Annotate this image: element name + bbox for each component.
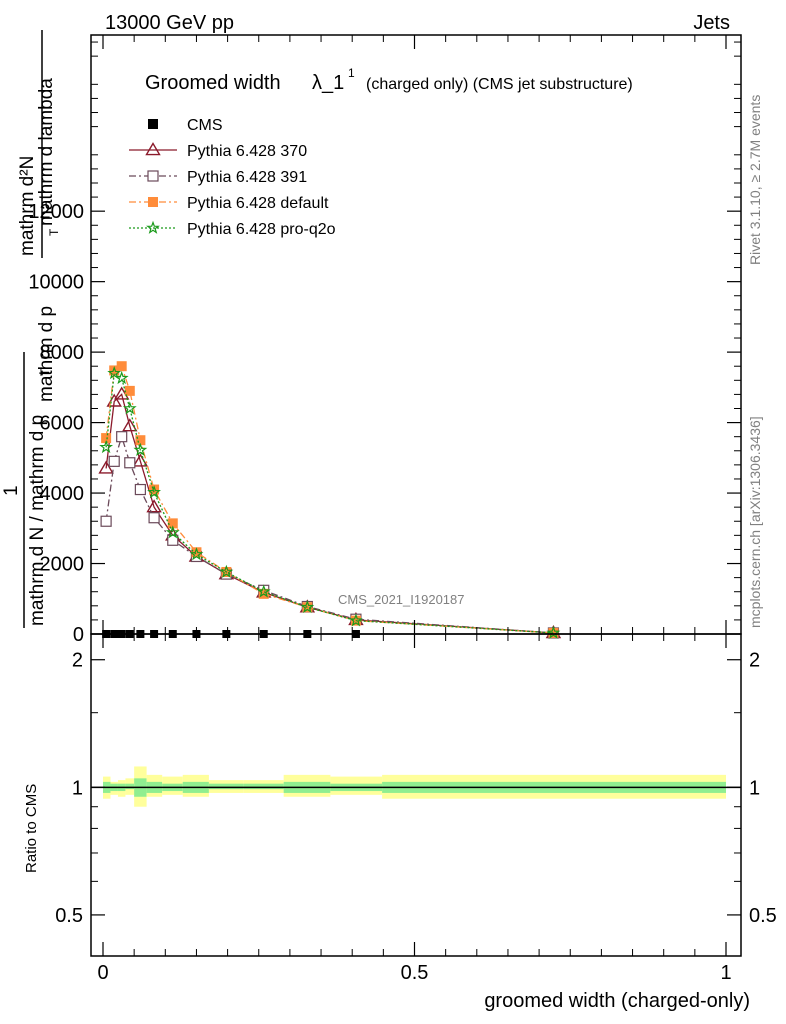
data-point — [99, 439, 114, 454]
ratio-tick-label-right: 0.5 — [749, 905, 777, 927]
ratio-band-inner — [243, 783, 284, 790]
data-point — [124, 385, 135, 396]
series-line — [105, 393, 554, 634]
data-point — [148, 512, 160, 524]
legend-item-2: Pythia 6.428 391 — [129, 169, 307, 186]
legend-marker — [148, 197, 158, 207]
data-point — [101, 433, 112, 444]
legend-label: Pythia 6.428 391 — [187, 169, 307, 186]
y-tick-label: 2000 — [40, 554, 85, 576]
legend-label: Pythia 6.428 370 — [187, 143, 307, 160]
ylabel-norm-numerator: 1 — [1, 485, 22, 496]
legend-marker — [148, 119, 158, 129]
ratio-plot-frame — [90, 633, 742, 957]
data-point — [134, 483, 146, 496]
plot-title-superscript: 1 — [348, 66, 355, 80]
legend-item-3: Pythia 6.428 default — [129, 195, 329, 212]
data-point — [546, 625, 561, 639]
normalization-y-axis-label: 1 mathrm d N / mathrm d p T — [1, 352, 52, 628]
ylabel-main-denominator: mathrm d p — [36, 306, 57, 402]
ylabel-main-denominator-rest: mathrm d lambda — [36, 78, 57, 226]
data-point — [116, 431, 128, 443]
data-point — [107, 365, 122, 380]
legend-marker — [145, 142, 161, 156]
legend-item-1: Pythia 6.428 370 — [129, 142, 307, 160]
data-point — [219, 564, 234, 578]
data-point — [98, 460, 114, 474]
data-point — [149, 484, 160, 495]
legend-label: CMS — [187, 117, 223, 134]
series-4 — [99, 365, 561, 639]
data-point — [114, 370, 129, 385]
data-point — [100, 515, 112, 527]
ratio-uncertainty-bands — [91, 766, 741, 807]
y-tick-label: 4000 — [40, 483, 85, 505]
data-point — [300, 599, 315, 614]
y-tick-label: 10000 — [28, 272, 84, 294]
legend-label: Pythia 6.428 default — [187, 195, 329, 212]
data-point — [147, 485, 162, 499]
ylabel-norm-denominator: mathrm d N / mathrm d p — [27, 415, 48, 626]
x-axis-label: groomed width (charged-only) — [484, 990, 750, 1012]
ylabel-norm-denominator-sub: T — [38, 368, 52, 376]
series-1 — [98, 386, 562, 639]
data-point — [122, 401, 137, 415]
legend: CMS Pythia 6.428 370 Pythia 6.428 391 Pythi… — [129, 117, 336, 238]
data-point — [256, 584, 271, 598]
data-point — [189, 547, 204, 561]
data-point — [106, 393, 122, 407]
ratio-band-inner — [208, 783, 244, 790]
ratio-tick-label-left: 2 — [72, 650, 83, 672]
legend-marker — [147, 170, 159, 182]
x-tick-label: 0.5 — [401, 962, 429, 984]
ratio-band-inner — [125, 783, 135, 790]
data-point — [124, 457, 136, 469]
legend-label: Pythia 6.428 pro-q2o — [187, 221, 336, 238]
data-point — [135, 435, 146, 446]
x-tick-label: 1 — [720, 962, 731, 984]
main-y-axis-label: mathrm d²N mathrm d p T mathrm d lambda — [17, 30, 61, 402]
ratio-tick-label-left: 1 — [72, 777, 83, 799]
data-point — [109, 365, 120, 376]
header-jets-label: Jets — [693, 12, 730, 34]
ylabel-main-denominator-sub: T — [47, 228, 61, 236]
data-point — [548, 627, 559, 638]
ratio-tick-label-right: 1 — [749, 777, 760, 799]
ratio-tick-label-right: 2 — [749, 650, 760, 672]
ratio-y-axis-label: Ratio to CMS — [23, 784, 40, 873]
ylabel-main-numerator: mathrm d²N — [17, 156, 38, 256]
analysis-watermark: CMS_2021_I1920187 — [338, 592, 465, 607]
y-tick-label: 0 — [73, 624, 84, 646]
ratio-tick-label-left: 0.5 — [55, 905, 83, 927]
legend-item-0: CMS — [148, 117, 223, 134]
y-tick-label: 8000 — [40, 342, 85, 364]
data-point — [122, 418, 138, 432]
plot-title-lambda: λ_1 — [312, 72, 344, 94]
data-point — [165, 525, 180, 539]
data-point — [167, 518, 178, 529]
series-line — [105, 365, 554, 634]
data-point — [191, 547, 202, 558]
legend-marker — [146, 220, 160, 234]
rivet-version-label: Rivet 3.1.10, ≥ 2.7M events — [747, 95, 763, 265]
x-tick-label: 0 — [97, 962, 108, 984]
header-energy-label: 13000 GeV pp — [105, 12, 234, 34]
data-point — [108, 455, 120, 467]
series-3 — [101, 361, 559, 638]
data-point — [133, 442, 148, 456]
data-point — [146, 499, 162, 513]
data-point — [116, 361, 127, 372]
plot-title-main: Groomed width — [145, 72, 281, 94]
plot-title-rest: (charged only) (CMS jet substructure) — [366, 76, 633, 93]
series-line — [105, 372, 554, 634]
data-point — [349, 613, 363, 627]
y-tick-label: 6000 — [40, 413, 85, 435]
series-layer — [98, 361, 562, 639]
mcplots-label: mcplots.cern.ch [arXiv:1306.3436] — [747, 416, 763, 628]
legend-item-4: Pythia 6.428 pro-q2o — [129, 220, 336, 238]
